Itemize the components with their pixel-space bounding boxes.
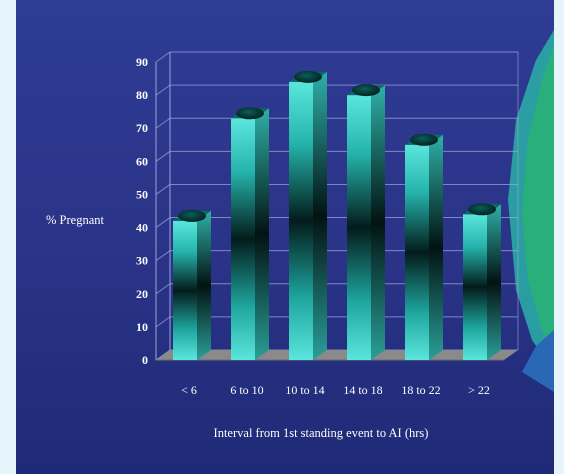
y-tick-label: 90 <box>136 55 148 69</box>
gridline-side <box>155 316 171 328</box>
y-tick-label: 50 <box>136 187 148 201</box>
gridline-side <box>155 250 171 262</box>
gridline-side <box>155 283 171 295</box>
y-axis-title: % Pregnant <box>46 213 104 227</box>
bar <box>289 81 313 360</box>
bar <box>231 118 255 361</box>
bar-cap <box>410 133 438 146</box>
x-tick-label: 18 to 22 <box>401 383 440 397</box>
gridline-side <box>155 84 171 96</box>
bar-side <box>313 71 327 360</box>
x-tick-label: 10 to 14 <box>285 383 324 397</box>
gridline-side <box>155 184 171 195</box>
bar-side <box>197 210 211 360</box>
bar-side <box>255 108 269 361</box>
x-tick-label: > 22 <box>468 383 490 397</box>
bar-side <box>429 134 443 360</box>
bar-cap <box>178 209 206 222</box>
green-ribbon-shape <box>522 45 554 352</box>
gridline-side <box>155 217 171 228</box>
gridline-side <box>155 117 171 129</box>
blue-ribbon-shape <box>522 330 554 392</box>
bar <box>173 220 197 360</box>
bar-side <box>487 204 501 360</box>
y-tick-label: 80 <box>136 88 148 102</box>
bar-cap <box>236 107 264 120</box>
gridline-side <box>155 51 171 63</box>
y-tick-label: 40 <box>136 221 148 235</box>
bar-cap <box>468 203 496 216</box>
x-tick-label: 6 to 10 <box>230 383 263 397</box>
y-tick-label: 30 <box>136 254 148 268</box>
y-tick-label: 20 <box>136 287 148 301</box>
y-tick-label: 70 <box>136 121 148 135</box>
bar <box>347 95 371 360</box>
bar-side <box>371 85 385 360</box>
chart-plot-area: 0 10 20 30 40 50 60 70 80 90 < 6 6 to 10 10 to 14 14 … <box>136 51 519 397</box>
bar-chart: 0 10 20 30 40 50 60 70 80 90 < 6 6 to 10 10 to 14 14 … <box>46 30 554 440</box>
bar <box>463 214 487 360</box>
x-axis-title: Interval from 1st standing event to AI (… <box>214 426 429 440</box>
x-tick-label: < 6 <box>181 383 197 397</box>
bar-cap <box>352 84 380 97</box>
bar <box>405 144 429 360</box>
y-tick-label: 60 <box>136 154 148 168</box>
y-tick-label: 0 <box>142 353 148 367</box>
gridline-side <box>155 150 171 162</box>
slide-background: 0 10 20 30 40 50 60 70 80 90 < 6 6 to 10 10 to 14 14 … <box>16 0 554 474</box>
x-tick-label: 14 to 18 <box>343 383 382 397</box>
bar-cap <box>294 70 322 83</box>
y-tick-label: 10 <box>136 320 148 334</box>
